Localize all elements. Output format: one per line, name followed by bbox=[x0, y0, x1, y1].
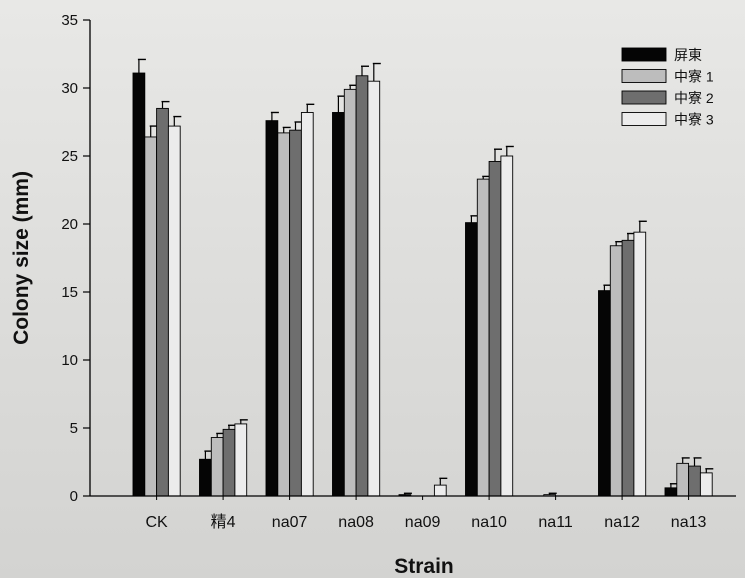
bar bbox=[277, 132, 291, 497]
x-tick-label: na07 bbox=[272, 514, 308, 531]
x-tick-label: na12 bbox=[604, 514, 640, 531]
y-tick-label: 5 bbox=[70, 420, 78, 437]
x-tick-label: 精4 bbox=[211, 513, 236, 531]
x-tick-label: na11 bbox=[538, 514, 573, 531]
x-tick-label: na09 bbox=[405, 514, 441, 531]
legend-swatch bbox=[621, 112, 667, 126]
y-tick-label: 15 bbox=[61, 284, 78, 301]
bar bbox=[199, 458, 212, 497]
bar bbox=[144, 136, 158, 497]
x-tick-label: CK bbox=[145, 514, 168, 531]
legend-label: 中寮 2 bbox=[674, 90, 714, 106]
legend-label: 中寮 3 bbox=[674, 112, 714, 128]
bar bbox=[598, 290, 611, 497]
y-tick-label: 10 bbox=[61, 352, 78, 369]
y-tick-label: 30 bbox=[61, 80, 78, 97]
bar bbox=[210, 437, 224, 497]
bar bbox=[676, 462, 690, 497]
bar bbox=[355, 75, 369, 497]
legend-swatch bbox=[621, 90, 667, 105]
legend-label: 屏東 bbox=[674, 47, 702, 63]
bar bbox=[234, 423, 248, 497]
x-axis-title: Strain bbox=[394, 555, 454, 578]
bar bbox=[664, 487, 678, 497]
bar bbox=[688, 465, 701, 497]
y-ticks: 0 5 10 15 20 25 30 35 bbox=[61, 12, 90, 505]
y-axis-title: Colony size (mm) bbox=[10, 171, 33, 345]
y-tick-label: 35 bbox=[61, 12, 78, 29]
legend-swatch bbox=[621, 47, 667, 62]
y-tick-label: 25 bbox=[61, 148, 78, 165]
bar bbox=[476, 178, 490, 497]
bar bbox=[433, 484, 447, 497]
bar bbox=[633, 231, 647, 497]
bar bbox=[621, 239, 635, 497]
bar bbox=[500, 155, 514, 497]
bar bbox=[609, 245, 623, 497]
x-tick-labels: CK 精4 na07 na08 na09 na10 na11 na12 na13 bbox=[145, 496, 706, 531]
x-tick-label: na10 bbox=[471, 514, 507, 531]
bar bbox=[488, 160, 502, 497]
bar bbox=[289, 129, 302, 497]
bar bbox=[699, 472, 713, 497]
bar bbox=[343, 88, 357, 497]
bar bbox=[132, 72, 146, 497]
y-tick-label: 20 bbox=[61, 216, 78, 233]
bar bbox=[300, 112, 314, 497]
bar bbox=[222, 428, 236, 497]
bar bbox=[332, 112, 345, 497]
bar bbox=[167, 125, 181, 497]
bar bbox=[465, 222, 478, 497]
y-tick-label: 0 bbox=[70, 488, 78, 505]
bar bbox=[265, 120, 279, 497]
x-tick-label: na13 bbox=[671, 514, 707, 531]
bar bbox=[156, 107, 169, 497]
x-tick-label: na08 bbox=[338, 514, 374, 531]
bar bbox=[367, 80, 381, 497]
legend-label: 中寮 1 bbox=[674, 69, 714, 85]
legend-swatch bbox=[621, 69, 667, 83]
axes-layer bbox=[89, 20, 736, 497]
